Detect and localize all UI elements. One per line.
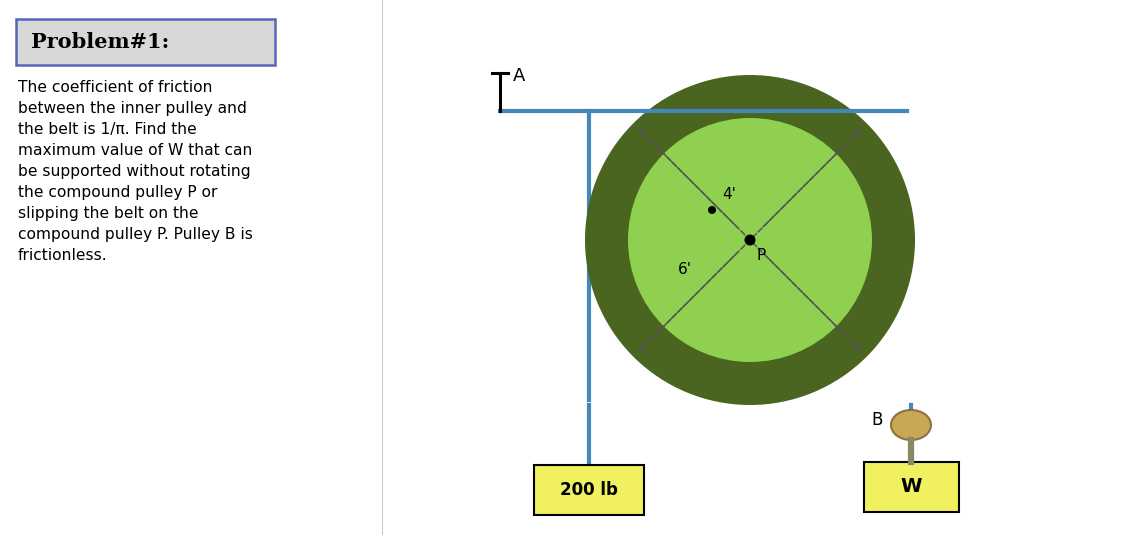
FancyBboxPatch shape: [534, 465, 644, 515]
Text: P: P: [757, 248, 766, 263]
Text: 4': 4': [722, 187, 736, 202]
FancyBboxPatch shape: [16, 19, 274, 65]
Text: Problem#1:: Problem#1:: [32, 32, 169, 52]
Text: B: B: [872, 411, 883, 429]
Ellipse shape: [891, 410, 931, 440]
Circle shape: [708, 206, 716, 214]
FancyBboxPatch shape: [864, 462, 958, 512]
Circle shape: [585, 75, 915, 405]
Text: 6': 6': [678, 262, 692, 277]
Text: W: W: [900, 478, 921, 496]
Circle shape: [745, 234, 756, 246]
Circle shape: [628, 118, 872, 362]
Text: A: A: [513, 67, 525, 85]
Text: The coefficient of friction
between the inner pulley and
the belt is 1/π. Find t: The coefficient of friction between the …: [18, 80, 253, 263]
Text: 200 lb: 200 lb: [560, 481, 618, 499]
